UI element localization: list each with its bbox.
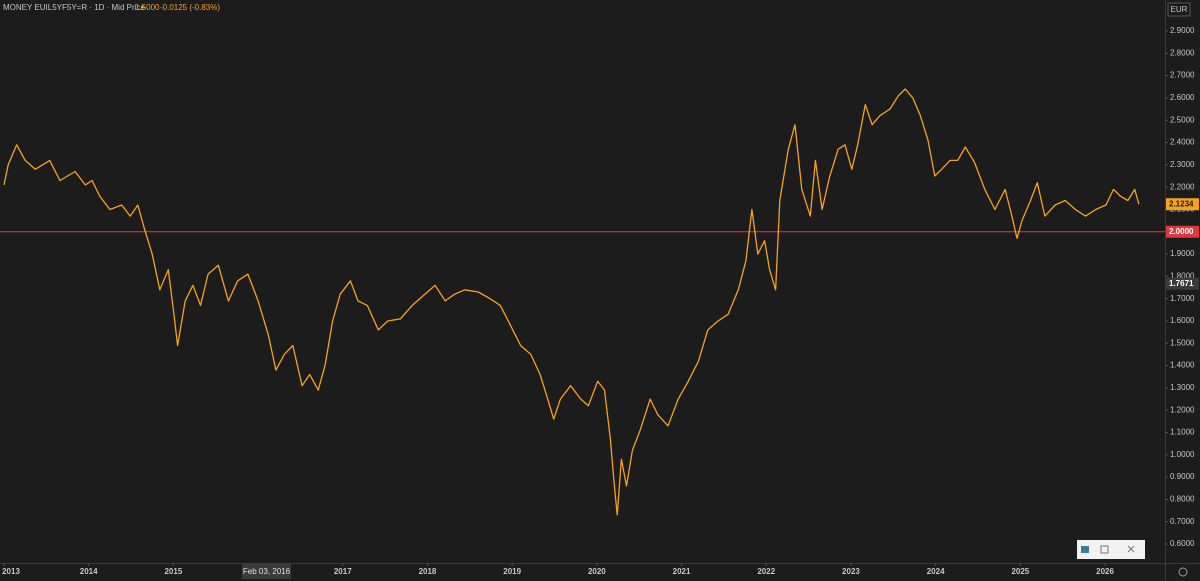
y-tick-label: 1.1000 [1170, 428, 1195, 437]
header-title: MONEY EUIL5YF5Y=R · 1D · Mid Price [3, 3, 145, 12]
toolbar-icon[interactable] [1081, 546, 1089, 553]
settings-icon[interactable] [1178, 567, 1188, 577]
crosshair-y-tag-bg [1166, 277, 1199, 290]
y-tick-label: 1.2000 [1170, 405, 1195, 414]
x-tick-label: 2014 [80, 567, 98, 576]
y-tick-label: 0.6000 [1170, 539, 1195, 548]
plot [0, 88, 1165, 516]
y-tick-label: 2.7000 [1170, 71, 1195, 80]
series-line [3, 88, 1140, 516]
last-price-tag-bg [1166, 198, 1199, 211]
y-tick-label: 2.2000 [1170, 182, 1195, 191]
y-tick-label: 0.9000 [1170, 472, 1195, 481]
x-tick-label: 2020 [588, 567, 606, 576]
header-price: 1.5000 [135, 3, 160, 12]
y-tick-label: 1.7000 [1170, 294, 1195, 303]
header-change: -0.0125 (-0.83%) [160, 3, 220, 12]
x-tick-label: 2023 [842, 567, 860, 576]
y-tick-label: 2.8000 [1170, 48, 1195, 57]
x-tick-label: 2025 [1011, 567, 1029, 576]
y-tick-label: 2.9000 [1170, 26, 1195, 35]
last-price-tag: 2.1234 [1169, 199, 1194, 208]
toolbar-box [1077, 540, 1145, 559]
x-tick-label: 2022 [757, 567, 775, 576]
y-tick-label: 2.6000 [1170, 93, 1195, 102]
reference-tag: 2.0000 [1169, 227, 1194, 236]
y-tick-label: 1.0000 [1170, 450, 1195, 459]
y-tick-label: 2.5000 [1170, 115, 1195, 124]
y-tick-label: 1.6000 [1170, 316, 1195, 325]
y-tick-label: 2.4000 [1170, 138, 1195, 147]
y-tick-label: 1.9000 [1170, 249, 1195, 258]
crosshair-x-label: Feb 03, 2016 [243, 567, 291, 576]
x-tick-label: 2021 [673, 567, 691, 576]
crosshair-x-bg [242, 564, 291, 579]
currency[interactable]: EUR [1171, 5, 1188, 14]
reference-tag-bg [1166, 225, 1199, 238]
x-tick-label: 2024 [927, 567, 945, 576]
y-tick-label: 0.7000 [1170, 517, 1195, 526]
toolbar-icon[interactable] [1127, 545, 1135, 553]
y-tick-label: 1.3000 [1170, 383, 1195, 392]
y-tick-label: 2.3000 [1170, 160, 1195, 169]
y-tick-label: 0.8000 [1170, 495, 1195, 504]
x-tick-label: 2018 [419, 567, 437, 576]
y-tick-label: 1.5000 [1170, 338, 1195, 347]
toolbar [1077, 540, 1145, 559]
y-tick-label: 1.8000 [1170, 271, 1195, 280]
x-tick-label: 2017 [334, 567, 352, 576]
x-tick-label: 2013 [2, 567, 20, 576]
x-tick-label: 2026 [1096, 567, 1114, 576]
y-tick-label: 1.4000 [1170, 361, 1195, 370]
crosshair-y-tag: 1.7671 [1169, 279, 1194, 288]
x-tick-label: 2019 [503, 567, 521, 576]
currency-box[interactable] [1167, 2, 1191, 17]
toolbar-icon[interactable] [1100, 545, 1109, 554]
x-tick-label: 2015 [164, 567, 182, 576]
